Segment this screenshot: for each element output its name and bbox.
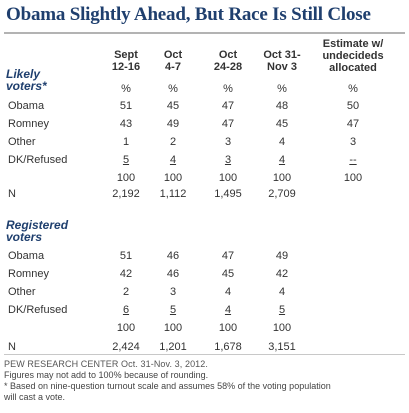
table-cell: 3 xyxy=(349,136,357,148)
table-cell: 5 xyxy=(278,304,286,316)
table-cell: 45 xyxy=(275,118,289,130)
table-cell: 42 xyxy=(119,268,133,280)
table-cell: 1,678 xyxy=(214,341,242,353)
table-cell: 2,709 xyxy=(268,188,296,200)
table-cell: 100 xyxy=(116,322,136,334)
table-cell: 3,151 xyxy=(268,341,296,353)
bottom-divider xyxy=(4,354,405,355)
table-cell: 4 xyxy=(169,154,177,166)
table-cell: 100 xyxy=(272,172,292,184)
table-cell: 100 xyxy=(116,172,136,184)
table-cell: 4 xyxy=(278,286,286,298)
table-cell: % xyxy=(277,83,287,95)
table-cell: % xyxy=(121,83,131,95)
footer-note: * Based on nine-question turnout scale a… xyxy=(4,381,331,391)
row-label: Obama xyxy=(8,250,45,262)
table-cell: 100 xyxy=(272,322,292,334)
footer-source: PEW RESEARCH CENTER Oct. 31-Nov. 3, 2012… xyxy=(4,359,208,369)
table-cell: 3 xyxy=(224,154,232,166)
row-label: Obama xyxy=(8,100,45,112)
column-header-line: Oct 31- xyxy=(263,49,301,61)
row-label: Other xyxy=(8,286,36,298)
table-cell: % xyxy=(348,83,358,95)
table-cell: 5 xyxy=(169,304,177,316)
table-cell: 46 xyxy=(166,268,180,280)
table-cell: 1,112 xyxy=(159,188,187,200)
row-label: Other xyxy=(8,136,36,148)
table-cell: 2 xyxy=(169,136,177,148)
title-divider xyxy=(4,32,405,34)
table-cell: 4 xyxy=(278,136,286,148)
table-cell: 100 xyxy=(343,172,363,184)
column-header-line: 24-28 xyxy=(213,61,243,73)
table-cell: 100 xyxy=(218,172,238,184)
table-cell: 51 xyxy=(119,250,133,262)
column-header-line: Estimate w/ xyxy=(322,38,384,50)
row-label: N xyxy=(8,341,16,353)
table-cell: 45 xyxy=(166,100,180,112)
table-cell: % xyxy=(168,83,178,95)
column-header-line: Oct xyxy=(163,49,183,61)
column-header-line: Nov 3 xyxy=(267,61,297,73)
column-header: Estimate w/undecideds allocated xyxy=(308,38,398,74)
column-header-line: Oct xyxy=(218,49,238,61)
table-cell: 3 xyxy=(169,286,177,298)
table-cell: 100 xyxy=(218,322,238,334)
table-cell: 45 xyxy=(221,268,235,280)
row-label: N xyxy=(8,188,16,200)
table-cell: 1,495 xyxy=(214,188,242,200)
chart-title: Obama Slightly Ahead, But Race Is Still … xyxy=(6,4,371,25)
footer-note: Figures may not add to 100% because of r… xyxy=(4,370,209,380)
group-label: voters xyxy=(6,230,43,244)
table-cell: 47 xyxy=(221,100,235,112)
table-cell: 2 xyxy=(122,286,130,298)
table-cell: 48 xyxy=(275,100,289,112)
table-cell: -- xyxy=(349,154,357,166)
row-label: Romney xyxy=(8,268,49,280)
group-label: Registered xyxy=(6,218,69,232)
table-cell: 100 xyxy=(163,322,183,334)
column-header-line: 4-7 xyxy=(165,61,181,73)
table-cell: 49 xyxy=(166,118,180,130)
column-header: Oct 4-7 xyxy=(128,49,218,73)
table-cell: 4 xyxy=(224,304,232,316)
row-label: Romney xyxy=(8,118,49,130)
table-cell: 42 xyxy=(275,268,289,280)
table-cell: 2,424 xyxy=(112,341,140,353)
table-cell: 3 xyxy=(224,136,232,148)
column-header-line: undecideds xyxy=(322,50,384,62)
column-header: Sept 12-16 xyxy=(81,49,171,73)
column-header: Oct 31- Nov 3 xyxy=(237,49,327,73)
table-cell: 1 xyxy=(122,136,130,148)
table-cell: 51 xyxy=(119,100,133,112)
table-cell: 49 xyxy=(275,250,289,262)
table-cell: 46 xyxy=(166,250,180,262)
table-cell: 4 xyxy=(224,286,232,298)
table-cell: 100 xyxy=(163,172,183,184)
table-cell: 47 xyxy=(346,118,360,130)
column-header-line: allocated xyxy=(329,62,377,74)
table-cell: 1,201 xyxy=(159,341,187,353)
table-cell: 6 xyxy=(122,304,130,316)
footer-note: will cast a vote. xyxy=(4,392,66,402)
table-cell: 5 xyxy=(122,154,130,166)
table-cell: 47 xyxy=(221,118,235,130)
table-cell: 43 xyxy=(119,118,133,130)
column-header: Oct 24-28 xyxy=(183,49,273,73)
row-label: DK/Refused xyxy=(8,154,68,166)
column-header-line: Sept xyxy=(114,49,138,61)
group-label: voters* xyxy=(6,79,47,93)
table-cell: 47 xyxy=(221,250,235,262)
table-cell: 2,192 xyxy=(112,188,140,200)
group-label: Likely xyxy=(6,67,41,81)
table-cell: 4 xyxy=(278,154,286,166)
table-cell: % xyxy=(223,83,233,95)
table-cell: 50 xyxy=(346,100,360,112)
row-label: DK/Refused xyxy=(8,304,68,316)
column-header-line: 12-16 xyxy=(111,61,141,73)
